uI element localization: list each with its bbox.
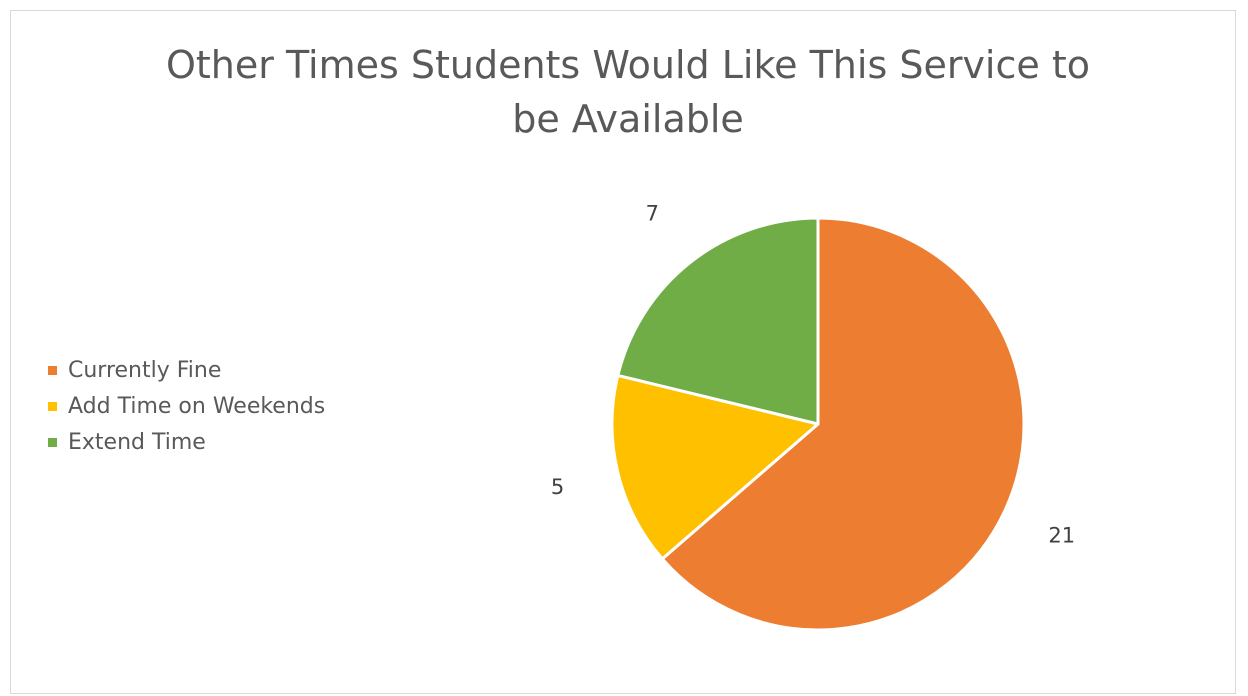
- pie-slices: [610, 216, 1026, 632]
- data-label-currently-fine: 21: [1048, 523, 1075, 547]
- chart-title-line-2: be Available: [512, 97, 744, 141]
- pie-slice-currently-fine: [660, 216, 1026, 632]
- chart-title: Other Times Students Would Like This Ser…: [0, 38, 1248, 146]
- legend-item-add-time-on-weekends: Add Time on Weekends: [48, 388, 325, 424]
- pie-slice-add-time-on-weekends: [610, 373, 820, 561]
- legend-label-add-time-on-weekends: Add Time on Weekends: [68, 393, 326, 419]
- data-label-add-time-on-weekends: 5: [551, 475, 564, 499]
- legend-item-extend-time: Extend Time: [48, 424, 325, 460]
- legend-label-extend-time: Extend Time: [68, 429, 206, 455]
- data-label-extend-time: 7: [646, 201, 659, 225]
- legend-item-currently-fine: Currently Fine: [48, 352, 325, 388]
- chart-title-line-1: Other Times Students Would Like This Ser…: [166, 43, 1090, 87]
- pie-slice-extend-time: [616, 216, 820, 426]
- legend-swatch-currently-fine: [48, 365, 57, 375]
- legend-label-currently-fine: Currently Fine: [68, 357, 222, 383]
- pie-data-labels: 21 5 7: [551, 201, 1075, 547]
- legend-swatch-add-time-on-weekends: [48, 401, 57, 411]
- chart-legend: Currently Fine Add Time on Weekends Exte…: [48, 352, 325, 460]
- legend-swatch-extend-time: [48, 437, 57, 447]
- chart-area: [10, 10, 1236, 694]
